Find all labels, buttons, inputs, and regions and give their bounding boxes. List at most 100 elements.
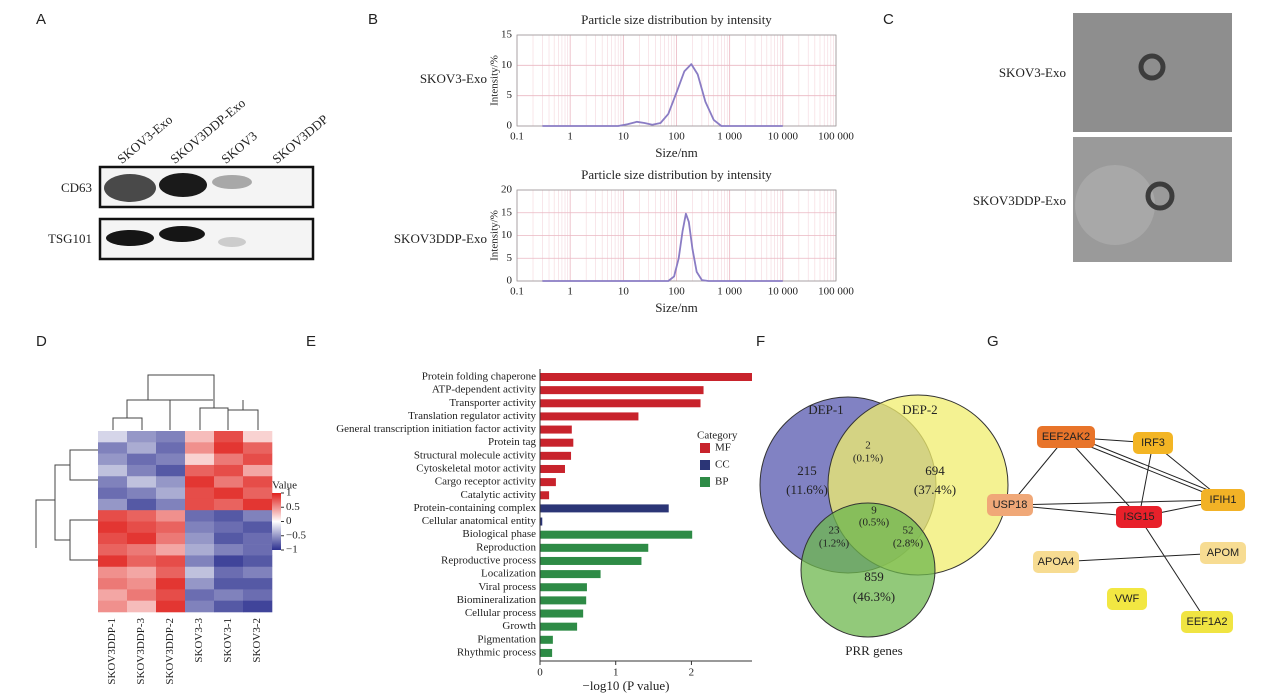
heatmap-cell (214, 487, 244, 500)
heatmap-cell (98, 555, 128, 568)
vesicle (1145, 181, 1175, 211)
sample-label: SKOV3-Exo (999, 65, 1066, 80)
edge (1138, 442, 1154, 518)
bar (540, 583, 587, 592)
heatmap-cell (185, 600, 215, 613)
category-label: Viral process (478, 581, 536, 593)
y-tick-label: 0 (507, 120, 513, 132)
heatmap-cell (127, 555, 157, 568)
sample-label: SKOV3DDP-Exo (394, 231, 487, 246)
category-label: General transcription initiation factor … (336, 423, 536, 435)
node (1200, 542, 1246, 564)
venn-set (800, 502, 936, 638)
heatmap-cell (243, 578, 273, 590)
node (1201, 489, 1245, 511)
heatmap-cell (127, 532, 157, 545)
x-tick-label: 0.1 (510, 286, 524, 298)
bar (540, 386, 704, 395)
heatmap-cell (127, 544, 157, 556)
heatmap-cell (98, 532, 128, 545)
heatmap-cell (156, 589, 186, 601)
panel-label: F (756, 333, 765, 350)
western-blot: SKOV3-Exo SKOV3DDP-Exo SKOV3 SKOV3DDP CD… (48, 95, 331, 261)
node (987, 494, 1033, 516)
region-count: 2 (865, 440, 871, 452)
heatmap-cell (98, 498, 128, 511)
heatmap-cell (98, 521, 128, 534)
node-label: APOA4 (1038, 556, 1075, 568)
heatmap-cell (127, 442, 157, 454)
heatmap-cell (127, 578, 157, 590)
legend-title: Category (697, 430, 738, 442)
x-tick-label: 1 (567, 286, 573, 298)
node-label: IRF3 (1141, 437, 1165, 449)
network: EEF2AK2 IRF3 USP18 ISG15 IFIH1 APOM APOA4 VWF EE… (987, 426, 1246, 633)
y-tick-label: 5 (507, 89, 513, 101)
heatmap-cell (127, 521, 157, 534)
heatmap-cell (243, 476, 273, 488)
heatmap-cell (156, 487, 186, 500)
bar (540, 622, 578, 631)
category-label: Rhythmic process (457, 646, 536, 658)
heatmap-cell (214, 442, 244, 454)
region-count: 23 (829, 525, 841, 537)
bar (540, 412, 639, 421)
legend-label: BP (715, 476, 728, 488)
heatmap-cell (156, 600, 186, 613)
node-label: EEF1A2 (1187, 616, 1228, 628)
heatmap-cell (185, 521, 215, 534)
band (212, 175, 252, 189)
heatmap-cell (156, 453, 186, 466)
bar (540, 609, 584, 618)
heatmap-cell (185, 532, 215, 545)
category-label: Cellular anatomical entity (422, 515, 537, 527)
heatmap-cell (127, 589, 157, 601)
heatmap-cell (214, 521, 244, 534)
heatmap-cell (243, 453, 273, 466)
region-count: 52 (903, 525, 914, 537)
heatmap-cell (214, 464, 244, 477)
heatmap-cell (185, 566, 215, 579)
heatmap-cell (214, 544, 244, 556)
heatmap-cell (98, 487, 128, 500)
tem-shadow (1075, 165, 1155, 245)
heatmap-cell (214, 589, 244, 601)
bar (540, 399, 701, 408)
heatmap-cell (156, 464, 186, 477)
heatmap-cell (98, 544, 128, 556)
heatmap-cell (185, 578, 215, 590)
region-count: 215 (797, 463, 817, 478)
heatmap-cell (98, 431, 128, 443)
heatmap-cell (156, 498, 186, 511)
heatmap-cell (127, 431, 157, 443)
heatmap-cell (185, 589, 215, 601)
heatmap-cell (185, 431, 215, 443)
heatmap-cell (98, 453, 128, 466)
colorbar-tick-label: −1 (286, 544, 298, 556)
x-tick-label: 0.1 (510, 131, 524, 143)
x-tick-label: 10 000 (768, 131, 799, 143)
heatmap-cell (185, 510, 215, 522)
heatmap-cell (156, 566, 186, 579)
column-label: SKOV3-3 (193, 618, 205, 663)
bar (540, 504, 669, 513)
bar (540, 596, 587, 605)
panel-label: E (306, 333, 316, 350)
category-label: Biological phase (462, 528, 536, 540)
category-label: Localization (481, 568, 536, 580)
x-tick-label: 100 (668, 286, 685, 298)
node-label: APOM (1207, 547, 1239, 559)
legend-swatch (700, 460, 710, 470)
column-label: SKOV3DDP-2 (164, 618, 176, 685)
edge (1009, 436, 1067, 506)
bar (540, 491, 550, 500)
heatmap-cell (185, 476, 215, 488)
protein-label: CD63 (61, 180, 92, 195)
column-label: SKOV3-1 (222, 618, 234, 663)
heatmap-cell (214, 600, 244, 613)
x-tick-label: 1 (567, 131, 573, 143)
panel-label: C (883, 11, 894, 28)
node (1037, 426, 1095, 448)
tem-image (1073, 13, 1232, 132)
